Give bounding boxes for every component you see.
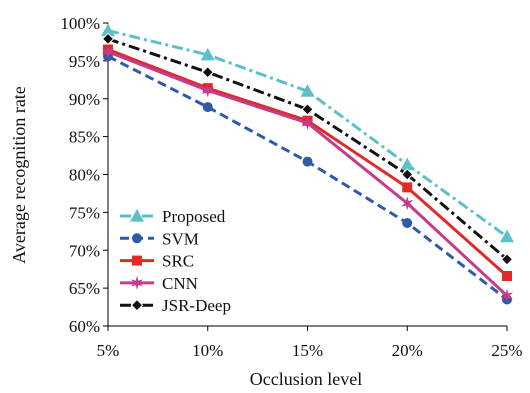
y-tick-label: 85% <box>69 128 100 147</box>
legend-item: Proposed <box>120 207 226 226</box>
y-tick-label: 60% <box>69 317 100 336</box>
x-tick-label: 10% <box>192 341 223 360</box>
legend-label: SVM <box>162 229 199 248</box>
legend-marker <box>132 255 142 266</box>
data-point <box>101 32 115 46</box>
data-point <box>201 83 214 98</box>
y-tick-labels: 60% 65% 70% 75% 80% 85% 90% 95% 100% <box>60 14 108 336</box>
legend-item: SRC <box>120 252 194 271</box>
legend-item: CNN <box>120 274 198 293</box>
data-point <box>101 44 115 59</box>
data-point <box>201 66 214 79</box>
legend-marker <box>132 233 142 244</box>
series-layer <box>101 23 514 305</box>
legend: Proposed SVM SRC CNN JSR-Deep <box>120 207 231 315</box>
data-point <box>101 23 115 37</box>
x-tick-labels: 5% 10% 15% 20% 25% <box>97 326 523 360</box>
y-tick-label: 65% <box>69 279 100 298</box>
series-line <box>107 29 508 238</box>
y-tick-label: 90% <box>69 90 100 109</box>
x-tick-label: 15% <box>292 341 323 360</box>
x-tick-label: 20% <box>392 341 423 360</box>
legend-label: SRC <box>162 252 194 271</box>
data-point <box>200 47 215 61</box>
legend-label: Proposed <box>162 207 226 226</box>
data-point <box>401 168 414 181</box>
legend-label: JSR-Deep <box>162 296 231 315</box>
data-point <box>400 157 415 171</box>
y-tick-label: 95% <box>69 52 100 71</box>
data-point <box>202 102 213 113</box>
series-jsr-deep <box>101 32 514 266</box>
x-tick-label: 25% <box>491 341 522 360</box>
y-tick-label: 75% <box>69 203 100 222</box>
series-cnn <box>101 44 514 303</box>
series-proposed <box>101 23 514 243</box>
legend-item: SVM <box>120 229 199 248</box>
series-line <box>107 37 508 261</box>
data-point <box>500 253 514 266</box>
y-axis-title: Average recognition rate <box>9 86 29 264</box>
data-point <box>401 196 414 211</box>
legend-item: JSR-Deep <box>120 296 231 315</box>
y-tick-label: 80% <box>69 166 100 185</box>
x-tick-label: 5% <box>97 341 120 360</box>
y-tick-label: 70% <box>69 241 100 260</box>
data-point <box>300 84 315 97</box>
data-point <box>502 271 512 282</box>
legend-marker <box>130 298 144 312</box>
x-axis-title: Occlusion level <box>250 369 362 389</box>
data-point <box>402 217 413 228</box>
legend-marker <box>130 209 144 222</box>
legend-label: CNN <box>162 274 198 293</box>
data-point <box>301 115 314 130</box>
data-point <box>402 182 413 193</box>
data-point <box>302 156 313 167</box>
data-point <box>500 288 514 303</box>
data-point <box>500 229 514 243</box>
legend-marker <box>130 275 144 290</box>
y-tick-label: 100% <box>60 14 100 33</box>
data-point <box>301 103 314 116</box>
